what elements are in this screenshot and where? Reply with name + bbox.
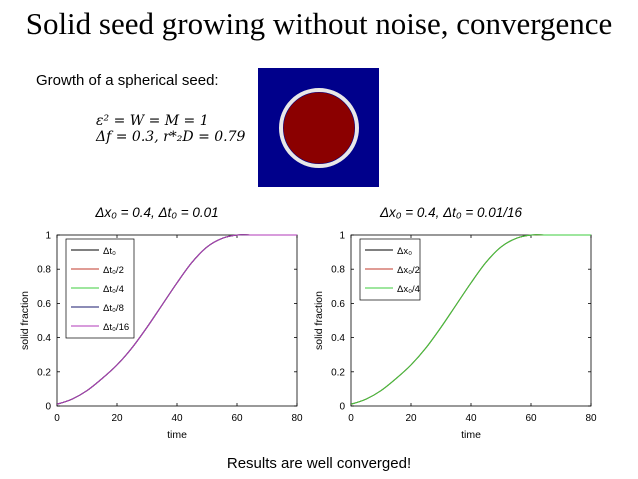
legend-label-5: Δt₀/16 xyxy=(103,322,129,333)
x-tick-label: 40 xyxy=(465,413,477,424)
legend-label-2: Δt₀/2 xyxy=(103,265,124,276)
y-tick-label: 1 xyxy=(339,231,345,242)
x-tick-label: 40 xyxy=(171,413,183,424)
x-tick-label: 20 xyxy=(405,413,417,424)
chart-title: Δx₀ = 0.4, Δt₀ = 0.01 xyxy=(94,205,218,220)
legend-label-4: Δt₀/8 xyxy=(103,303,124,314)
seed-simulation-image xyxy=(258,68,379,187)
series-line-5 xyxy=(56,234,297,405)
y-tick-label: 1 xyxy=(45,231,51,242)
y-tick-label: 0 xyxy=(45,402,51,413)
x-tick-label: 60 xyxy=(231,413,243,424)
y-tick-label: 0.8 xyxy=(331,265,345,276)
x-tick-label: 80 xyxy=(585,413,597,424)
chart-left: Δx₀ = 0.4, Δt₀ = 0.01 0 20 40 60 80 0 0.2 0.4 0.6… xyxy=(19,205,303,441)
series-line-3 xyxy=(350,234,591,405)
legend-label-2: Δx₀/2 xyxy=(397,265,420,276)
seed-ring xyxy=(279,88,359,168)
y-axis-label: solid fraction xyxy=(313,291,325,350)
x-tick-label: 20 xyxy=(111,413,123,424)
legend-label-3: Δt₀/4 xyxy=(103,284,124,295)
x-tick-label: 0 xyxy=(348,413,354,424)
x-axis-label: time xyxy=(461,429,481,441)
x-axis-label: time xyxy=(167,429,187,441)
y-tick-label: 0.4 xyxy=(37,333,51,344)
legend-label-1: Δx₀ xyxy=(397,246,412,257)
legend-label-3: Δx₀/4 xyxy=(397,284,420,295)
y-tick-label: 0.8 xyxy=(37,265,51,276)
footer-text: Results are well converged! xyxy=(226,455,412,472)
chart-right: Δx₀ = 0.4, Δt₀ = 0.01/16 0 20 40 60 80 0 0.2 0.4… xyxy=(313,205,597,441)
y-tick-label: 0.6 xyxy=(331,299,345,310)
y-axis-label: solid fraction xyxy=(19,291,31,350)
legend-label-1: Δt₀ xyxy=(103,246,116,257)
x-tick-label: 60 xyxy=(525,413,537,424)
y-tick-label: 0.4 xyxy=(331,333,345,344)
slide-title: Solid seed growing without noise, conver… xyxy=(25,6,613,41)
y-tick-label: 0.2 xyxy=(37,367,51,378)
y-tick-label: 0 xyxy=(339,402,345,413)
equation-line-1: ε² = W = M = 1 xyxy=(96,113,209,129)
x-tick-label: 0 xyxy=(54,413,60,424)
chart-title: Δx₀ = 0.4, Δt₀ = 0.01/16 xyxy=(379,205,523,220)
x-tick-label: 80 xyxy=(291,413,303,424)
equation-line-2: Δf = 0.3, r*₂D = 0.79 xyxy=(96,129,246,145)
y-tick-label: 0.2 xyxy=(331,367,345,378)
intro-text: Growth of a spherical seed: xyxy=(36,72,219,89)
y-tick-label: 0.6 xyxy=(37,299,51,310)
seed-disk xyxy=(283,92,355,164)
